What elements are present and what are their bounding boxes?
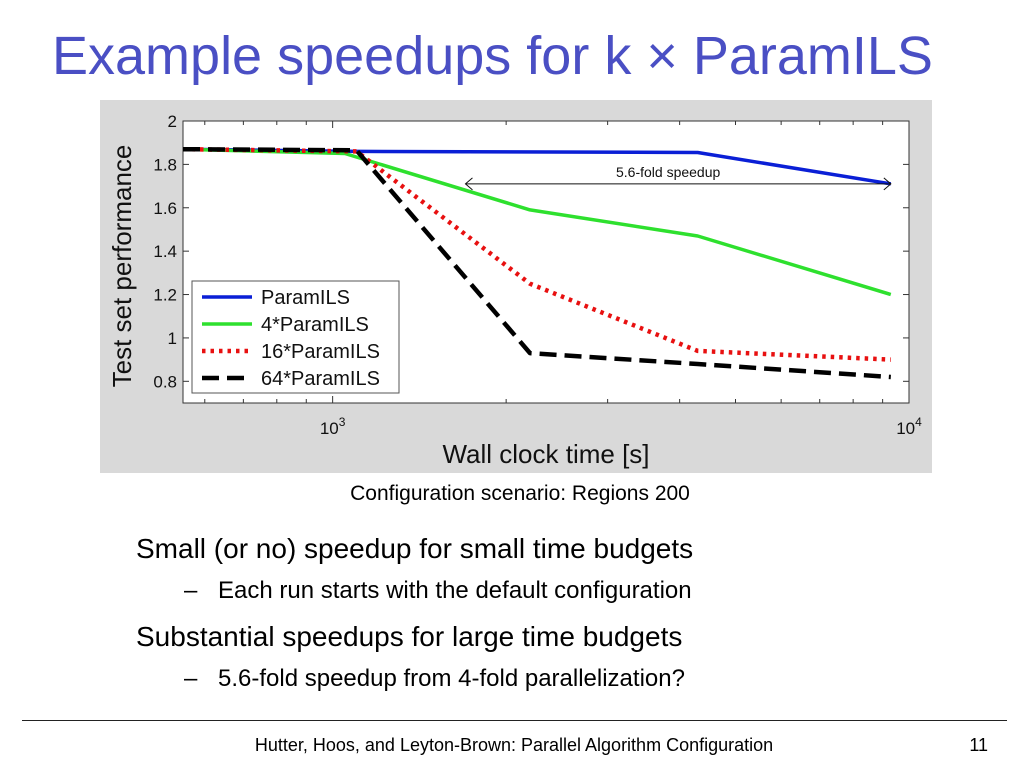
sub-bullet-marker: –: [184, 577, 198, 604]
series-line-2: [182, 146, 891, 362]
footer-divider: [22, 720, 1007, 721]
footer-text: Hutter, Hoos, and Leyton-Brown: Parallel…: [254, 735, 774, 755]
sub-bullet-2-text: 5.6-fold speedup from 4-fold paralleliza…: [218, 665, 685, 692]
slide-title: Example speedups for k × ParamILS: [52, 26, 933, 86]
line-chart: 0.8 1 1.2 1.4 1.6 1.8 2 103 104 Wall clock time […: [107, 112, 922, 469]
bullet-list: Small (or no) speedup for small time bud…: [136, 530, 693, 706]
y-tick-label: 1: [168, 329, 177, 348]
x-tick-label: 103: [320, 415, 346, 438]
legend-label-3: 64*ParamILS: [261, 368, 380, 390]
y-tick-label: 2: [168, 112, 177, 131]
annotation-arrowhead-left: [464, 177, 473, 191]
x-tick-label: 104: [896, 415, 922, 438]
annotation-arrowhead-right: [883, 177, 892, 191]
y-tick-label: 1.6: [153, 199, 177, 218]
y-tick-label: 1.2: [153, 286, 177, 305]
figure-caption: Configuration scenario: Regions 200: [350, 482, 690, 505]
sub-bullet-marker: –: [184, 665, 198, 692]
x-axis-label: Wall clock time [s]: [442, 439, 649, 469]
chart-panel: 0.8 1 1.2 1.4 1.6 1.8 2 103 104 Wall clock time […: [100, 100, 932, 473]
page-number: 11: [969, 735, 988, 755]
sub-bullet-1: – Each run starts with the default config…: [184, 574, 693, 608]
series-line-3: [182, 146, 891, 380]
sub-bullet-1-text: Each run starts with the default configu…: [218, 577, 692, 604]
y-tick-label: 1.8: [153, 155, 177, 174]
y-axis-label: Test set performance: [107, 145, 137, 388]
bullet-1: Small (or no) speedup for small time bud…: [136, 533, 694, 564]
y-tick-label: 0.8: [153, 372, 177, 391]
sub-bullet-2: –5.6-fold speedup from 4-fold paralleliz…: [184, 662, 693, 696]
annotation-label: 5.6-fold speedup: [616, 164, 721, 180]
legend-label-1: 4*ParamILS: [261, 314, 369, 336]
legend-box: [191, 280, 400, 394]
legend-label-2: 16*ParamILS: [261, 341, 380, 363]
y-tick-label: 1.4: [153, 242, 177, 261]
bullet-2: Substantial speedups for large time budg…: [136, 621, 683, 652]
legend-label-0: ParamILS: [261, 287, 350, 309]
